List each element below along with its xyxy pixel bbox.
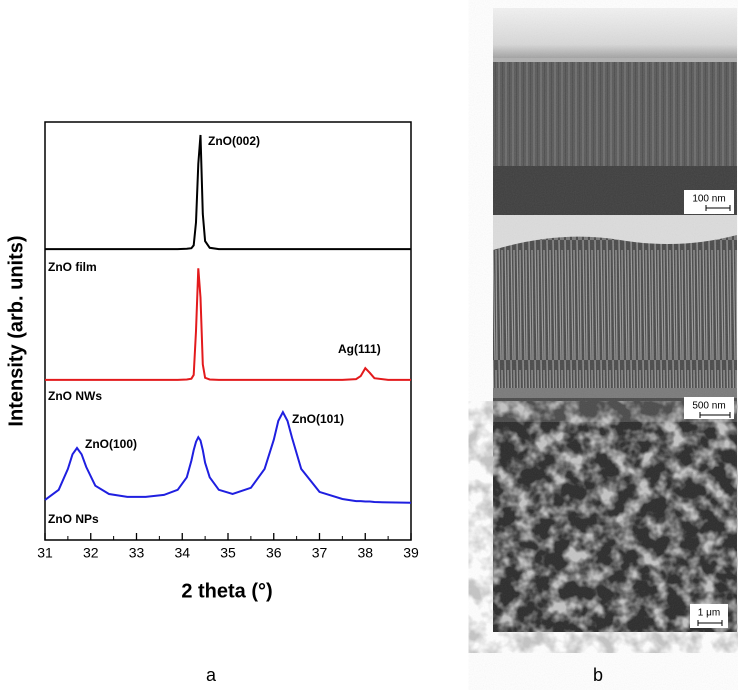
y-axis-label: Intensity (arb. units) <box>5 235 27 426</box>
x-axis-label: 2 theta (°) <box>181 580 272 602</box>
plot-frame <box>44 121 412 541</box>
x-tick-label: 37 <box>312 545 328 561</box>
panel-label: b <box>593 665 603 685</box>
x-tick-label: 32 <box>83 545 99 561</box>
x-tick-label: 33 <box>129 545 145 561</box>
scale-bar-label: 500 nm <box>692 401 725 412</box>
x-tick-label: 39 <box>403 545 419 561</box>
x-tick-label: 38 <box>357 545 373 561</box>
annotation: ZnO(100) <box>85 437 137 451</box>
series-line <box>45 134 411 251</box>
series-line <box>44 409 412 504</box>
scale-bar-label: 100 nm <box>692 194 725 205</box>
x-tick-label: 31 <box>37 545 53 561</box>
sem-images <box>493 8 737 632</box>
x-tick-label: 35 <box>220 545 236 561</box>
series-line <box>45 268 411 381</box>
annotation: Ag(111) <box>338 342 381 356</box>
series-label: ZnO NPs <box>48 512 99 526</box>
scale-bar-label: 1 μm <box>698 608 720 619</box>
series-label: ZnO NWs <box>48 389 102 403</box>
series-label: ZnO film <box>48 260 97 274</box>
x-tick-label: 36 <box>266 545 282 561</box>
x-tick-label: 34 <box>174 545 190 561</box>
annotation: ZnO(002) <box>208 134 260 148</box>
annotation: ZnO(101) <box>292 412 344 426</box>
panel-label: a <box>206 665 217 685</box>
